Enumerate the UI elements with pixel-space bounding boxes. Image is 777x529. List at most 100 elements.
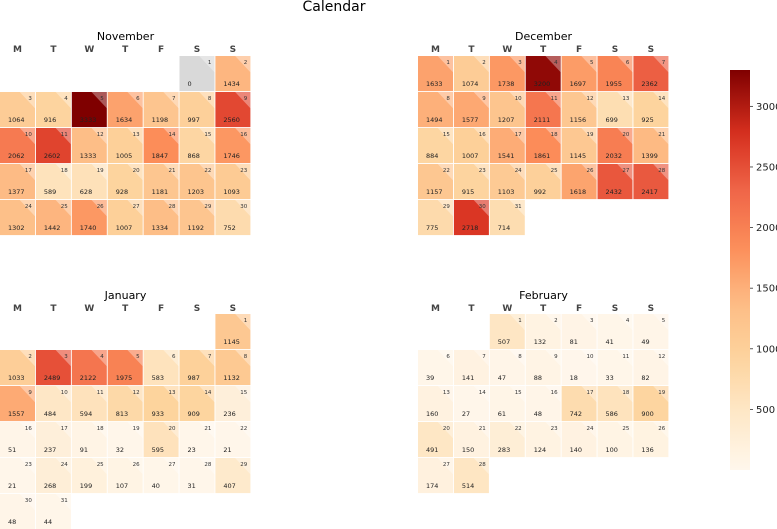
day-cell-rect xyxy=(179,56,215,92)
day-value: 141 xyxy=(462,374,474,382)
weekday-label: M xyxy=(13,304,22,314)
day-value: 699 xyxy=(606,116,618,124)
day-cell-rect xyxy=(71,128,107,164)
day-value: 1740 xyxy=(80,224,97,232)
day-value: 1861 xyxy=(534,152,551,160)
day-value: 775 xyxy=(426,224,438,232)
day-cell-rect xyxy=(71,350,107,386)
day-cell-rect xyxy=(143,422,179,458)
day-corner-shade xyxy=(163,422,179,439)
day-number: 31 xyxy=(61,498,68,504)
day-corner-shade xyxy=(235,350,251,367)
day-corner-shade xyxy=(437,164,453,181)
day-number: 20 xyxy=(443,426,450,432)
day-number: 12 xyxy=(97,132,104,138)
day-corner-shade xyxy=(509,422,525,439)
day-number: 2 xyxy=(482,60,486,66)
day-corner-shade xyxy=(509,56,525,73)
day-corner-shade xyxy=(581,350,597,367)
day-cell: 20 491 xyxy=(418,422,453,458)
day-corner-shade xyxy=(199,164,215,181)
day-number: 23 xyxy=(479,168,486,174)
day-value: 1847 xyxy=(152,152,169,160)
day-cell-rect xyxy=(597,314,633,350)
day-corner-shade xyxy=(437,56,453,73)
day-number: 7 xyxy=(662,60,666,66)
day-number: 28 xyxy=(658,168,665,174)
day-number: 20 xyxy=(133,168,140,174)
day-cell-rect xyxy=(489,200,525,236)
day-cell: 18 586 xyxy=(597,386,633,422)
day-value: 1746 xyxy=(223,152,240,160)
day-value: 589 xyxy=(44,188,56,196)
day-cell-rect xyxy=(215,164,251,200)
day-cell-rect xyxy=(107,458,143,494)
day-number: 10 xyxy=(515,96,522,102)
day-cell-rect xyxy=(597,386,633,422)
day-cell: 20 2032 xyxy=(597,128,633,164)
day-value: 1005 xyxy=(116,152,133,160)
day-cell-rect xyxy=(418,92,453,128)
day-number: 7 xyxy=(208,354,212,360)
day-cell: 23 915 xyxy=(453,164,489,200)
day-value: 2417 xyxy=(641,188,658,196)
day-cell: 27 1007 xyxy=(107,200,143,236)
day-number: 13 xyxy=(169,390,176,396)
day-cell: 10 1207 xyxy=(489,92,525,128)
day-cell-rect xyxy=(107,164,143,200)
day-cell: 15 868 xyxy=(179,128,215,164)
weekday-label: S xyxy=(230,45,236,55)
day-corner-shade xyxy=(199,458,215,475)
day-cell-rect xyxy=(489,350,525,386)
day-cell: 28 2417 xyxy=(633,164,669,200)
day-cell: 5 1697 xyxy=(561,56,597,92)
day-cell-rect xyxy=(597,350,633,386)
day-corner-shade xyxy=(617,128,633,145)
day-cell-rect xyxy=(107,386,143,422)
day-number: 4 xyxy=(554,60,558,66)
day-corner-shade xyxy=(19,92,35,109)
day-number: 22 xyxy=(515,426,522,432)
day-cell: 20 928 xyxy=(107,164,143,200)
day-value: 27 xyxy=(462,410,470,418)
day-number: 18 xyxy=(61,168,68,174)
day-corner-shade xyxy=(653,92,669,109)
day-cell: 30 2718 xyxy=(453,200,489,236)
day-number: 27 xyxy=(133,204,140,210)
day-cell-rect xyxy=(71,422,107,458)
day-value: 2062 xyxy=(8,152,25,160)
day-corner-shade xyxy=(473,56,489,73)
day-cell: 21 1181 xyxy=(143,164,179,200)
day-cell: 7 2362 xyxy=(633,56,669,92)
day-cell: 1 1145 xyxy=(215,314,251,350)
day-value: 1007 xyxy=(462,152,479,160)
day-value: 2718 xyxy=(462,224,479,232)
day-cell-rect xyxy=(489,164,525,200)
day-corner-shade xyxy=(617,56,633,73)
day-number: 22 xyxy=(204,168,211,174)
day-cell: 8 1494 xyxy=(418,92,453,128)
day-cell-rect xyxy=(453,350,489,386)
day-value: 2122 xyxy=(80,374,97,382)
day-value: 628 xyxy=(80,188,92,196)
day-value: 2560 xyxy=(223,116,240,124)
day-cell: 26 107 xyxy=(107,458,143,494)
day-value: 595 xyxy=(152,446,164,454)
day-cell: 21 150 xyxy=(453,422,489,458)
day-number: 20 xyxy=(622,132,629,138)
day-cell: 23 124 xyxy=(525,422,561,458)
day-number: 26 xyxy=(658,426,665,432)
day-cell: 14 925 xyxy=(633,92,669,128)
day-cell-rect xyxy=(561,422,597,458)
day-cell: 7 987 xyxy=(179,350,215,386)
day-corner-shade xyxy=(91,386,107,403)
day-number: 3 xyxy=(28,96,32,102)
day-corner-shade xyxy=(55,200,71,217)
day-value: 1975 xyxy=(116,374,133,382)
day-number: 25 xyxy=(97,462,104,468)
day-cell-rect xyxy=(525,314,561,350)
day-number: 27 xyxy=(169,462,176,468)
weekday-label: W xyxy=(84,45,94,55)
day-number: 21 xyxy=(204,426,211,432)
